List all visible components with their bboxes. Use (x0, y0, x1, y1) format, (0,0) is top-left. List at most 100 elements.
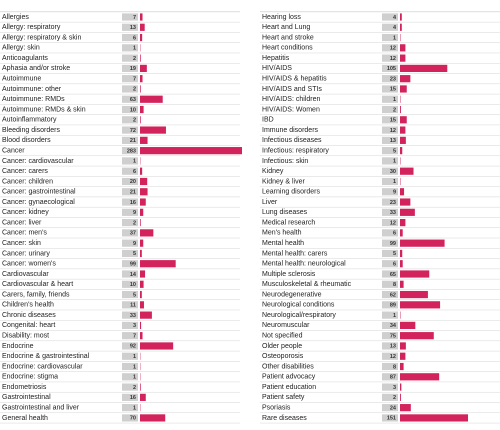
bar (400, 136, 406, 144)
category-label: Hepatitis (262, 55, 290, 62)
category-label: Patient advocacy (262, 374, 316, 381)
bar (400, 116, 407, 124)
bar (140, 280, 144, 288)
value-label: 15 (390, 87, 396, 93)
count-box (382, 414, 398, 422)
category-label: Cancer (2, 147, 25, 154)
count-box (122, 54, 138, 62)
value-label: 37 (130, 231, 136, 237)
count-box (122, 280, 138, 288)
bar (400, 280, 404, 288)
count-box (382, 13, 398, 21)
bar (140, 219, 141, 227)
count-box (382, 126, 398, 134)
bar (400, 229, 403, 237)
count-box (122, 75, 138, 83)
value-label: 2 (133, 56, 136, 62)
value-label: 14 (130, 272, 137, 278)
bar (140, 136, 148, 144)
value-label: 21 (130, 138, 136, 144)
bar (400, 75, 411, 83)
value-label: 1 (393, 159, 396, 165)
category-label: Autoimmune: other (2, 86, 62, 93)
value-label: 13 (390, 344, 396, 350)
category-label: Cancer: women's (2, 261, 56, 268)
value-label: 30 (390, 169, 396, 175)
value-label: 1 (133, 364, 136, 370)
category-label: Endocrine: cardiovascular (2, 363, 83, 370)
bar (140, 208, 144, 216)
bar (400, 105, 401, 114)
value-label: 75 (390, 333, 396, 339)
category-label: Osteoporosis (262, 353, 304, 360)
category-label: HIV/AIDS and STIs (262, 86, 322, 93)
count-box (122, 383, 138, 391)
bar (140, 147, 242, 155)
bar (140, 75, 143, 83)
value-label: 9 (133, 241, 136, 247)
bar (140, 383, 141, 391)
category-label: Cancer: gastrointestinal (2, 189, 76, 196)
value-label: 12 (390, 56, 396, 62)
count-box (122, 33, 138, 42)
category-label: Neuromuscular (262, 322, 310, 329)
bar (140, 290, 142, 299)
category-label: Allergies (2, 14, 29, 21)
value-label: 13 (390, 138, 396, 144)
bar (400, 301, 441, 309)
count-box (122, 177, 138, 186)
value-label: 12 (390, 128, 396, 134)
category-label: Autoimmune (2, 76, 41, 83)
bar (400, 352, 406, 360)
bar (140, 393, 146, 401)
value-label: 70 (130, 416, 136, 422)
bar (140, 126, 166, 134)
bar (140, 342, 174, 350)
bar (140, 95, 163, 103)
category-label: Musculoskeletal & rheumatic (262, 281, 352, 288)
value-label: 13 (130, 25, 136, 31)
value-label: 6 (393, 231, 396, 237)
category-label: Cancer: carers (2, 168, 48, 175)
bar (140, 167, 143, 175)
value-label: 99 (390, 241, 396, 247)
value-label: 1 (393, 313, 396, 319)
count-box (382, 229, 398, 237)
category-label: Congenital: heart (2, 322, 55, 329)
category-label: Mental health (262, 240, 304, 247)
category-label: Mental health: neurological (262, 261, 346, 268)
value-label: 2 (133, 118, 136, 124)
count-box (382, 239, 398, 247)
count-box (122, 260, 138, 268)
category-label: Men's health (262, 230, 302, 237)
count-box (382, 105, 398, 114)
bar (400, 198, 411, 206)
category-label: Chronic diseases (2, 312, 56, 319)
count-box (382, 260, 398, 268)
count-box (122, 44, 138, 52)
category-label: Anticoagulants (2, 55, 48, 62)
category-label: Kidney & liver (262, 178, 305, 185)
value-label: 10 (130, 107, 136, 113)
category-label: Endocrine (2, 343, 34, 350)
count-box (382, 332, 398, 340)
value-label: 3 (133, 323, 136, 329)
count-box (382, 198, 398, 206)
count-box (122, 321, 138, 329)
category-label: Cancer: children (2, 178, 53, 185)
bar (140, 85, 141, 93)
category-label: Older people (262, 343, 302, 350)
category-label: Heart and stroke (262, 34, 314, 41)
count-box (122, 229, 138, 237)
count-box (382, 321, 398, 329)
bar (400, 188, 405, 196)
category-label: Neurodegenerative (262, 291, 322, 298)
category-label: Not specified (262, 333, 303, 340)
category-label: Cancer: gynaecological (2, 199, 75, 206)
count-box (122, 105, 138, 114)
count-box (382, 280, 398, 288)
count-box (122, 136, 138, 144)
value-label: 16 (130, 200, 136, 206)
value-label: 1 (393, 35, 396, 41)
category-label: Blood disorders (2, 137, 51, 144)
